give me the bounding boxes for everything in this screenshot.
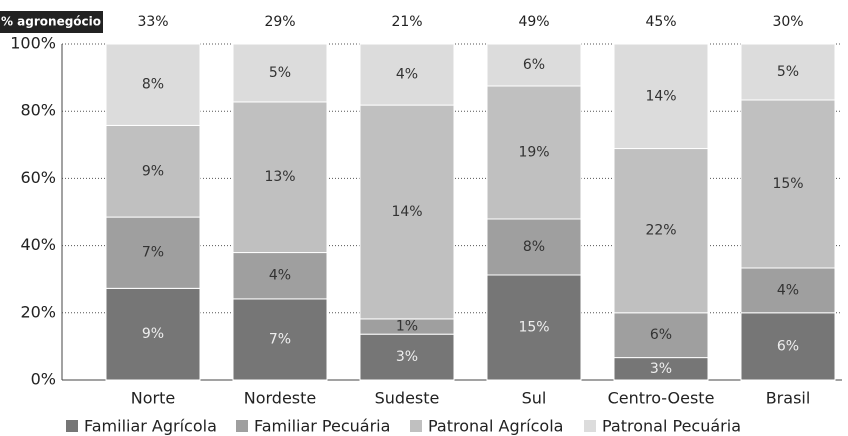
data-label: 3% <box>650 361 672 377</box>
data-label: 22% <box>645 223 676 239</box>
legend-swatch <box>236 420 248 432</box>
data-label: 15% <box>772 176 803 192</box>
data-label: 6% <box>777 338 799 354</box>
bar-segment <box>105 287 201 381</box>
y-tick-label: 60% <box>20 168 56 187</box>
bar-segment <box>105 43 201 126</box>
y-tick-label: 40% <box>20 235 56 254</box>
total-label: 49% <box>518 14 549 30</box>
bar-segment <box>486 43 582 87</box>
header-box <box>0 11 103 33</box>
data-label: 6% <box>650 327 672 343</box>
bar-segment <box>740 99 836 269</box>
total-label: 29% <box>264 14 295 30</box>
x-tick-label: Sudeste <box>375 389 440 408</box>
data-label: 19% <box>518 145 549 161</box>
header: % agronegócio <box>1 15 101 29</box>
bar-segment <box>740 312 836 381</box>
bar-segment <box>486 274 582 381</box>
data-label: 5% <box>777 64 799 80</box>
x-tick-label: Brasil <box>766 389 811 408</box>
total-label: 21% <box>391 14 422 30</box>
data-label: 15% <box>518 320 549 336</box>
bar-segment <box>359 43 455 106</box>
data-label: 4% <box>396 67 418 83</box>
legend-swatch <box>410 420 422 432</box>
bar-segment <box>105 124 201 218</box>
bar-segment <box>232 101 328 254</box>
data-label: 7% <box>269 331 291 347</box>
data-label: 13% <box>264 169 295 185</box>
legend-swatch <box>584 420 596 432</box>
y-tick-label: 80% <box>20 101 56 120</box>
bar-segment <box>359 333 455 381</box>
bar-segment <box>105 216 201 289</box>
data-label: 9% <box>142 326 164 342</box>
data-label: 7% <box>142 245 164 261</box>
x-tick-label: Centro-Oeste <box>608 389 715 408</box>
x-tick-label: Sul <box>522 389 547 408</box>
data-label: 4% <box>269 268 291 284</box>
total-label: 30% <box>772 14 803 30</box>
data-label: 8% <box>142 77 164 93</box>
bar-segment <box>613 43 709 150</box>
data-label: 5% <box>269 65 291 81</box>
y-tick-label: 20% <box>20 302 56 321</box>
legend-swatch <box>66 420 78 432</box>
total-label: 45% <box>645 14 676 30</box>
bar-segment <box>613 312 709 359</box>
total-label: 33% <box>137 14 168 30</box>
bar-segment <box>486 218 582 276</box>
data-label: 6% <box>523 57 545 73</box>
data-label: 1% <box>396 319 418 335</box>
bar-segment <box>359 104 455 320</box>
data-label: 3% <box>396 349 418 365</box>
bar-segment <box>740 43 836 101</box>
bar-segment <box>613 148 709 314</box>
data-label: 14% <box>645 88 676 104</box>
data-label: 9% <box>142 163 164 179</box>
legend-label: Familiar Pecuária <box>254 417 390 436</box>
data-label: 14% <box>391 204 422 220</box>
legend-label: Patronal Pecuária <box>602 417 741 436</box>
bar-segment <box>486 85 582 220</box>
y-tick-label: 0% <box>31 370 56 389</box>
bar-segment <box>232 252 328 300</box>
data-label: 4% <box>777 282 799 298</box>
data-label: 8% <box>523 239 545 255</box>
y-tick-label: 100% <box>10 34 56 53</box>
legend-label: Familiar Agrícola <box>84 417 217 436</box>
x-tick-label: Norte <box>131 389 175 408</box>
bar-segment <box>740 267 836 314</box>
bar-segment <box>232 43 328 103</box>
legend-label: Patronal Agrícola <box>428 417 563 436</box>
x-tick-label: Nordeste <box>244 389 317 408</box>
